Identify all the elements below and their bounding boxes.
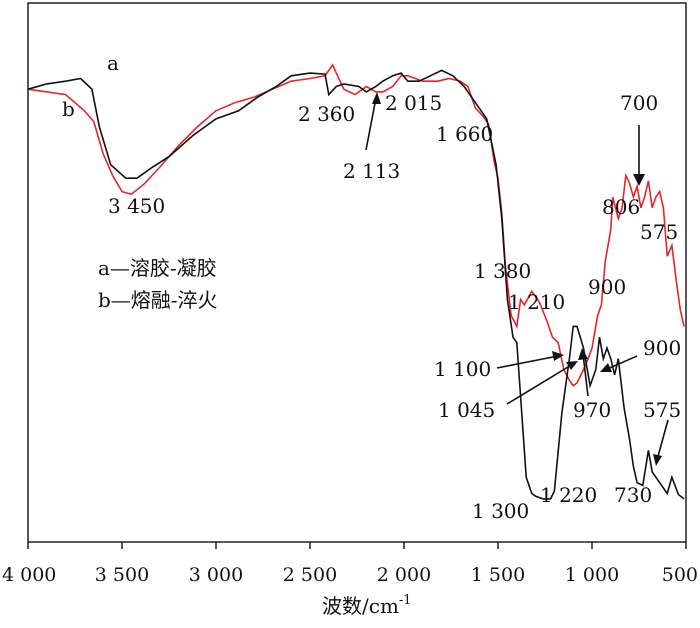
legend-entry-b: b—熔融-淬火 <box>98 288 218 312</box>
arrowhead-1100 <box>552 351 564 361</box>
annotation-1660: 1 660 <box>436 122 493 146</box>
annotation-1300: 1 300 <box>472 499 529 523</box>
annotation-900-b: 900 <box>588 275 626 299</box>
annotation-700: 700 <box>620 91 658 115</box>
x-tick-label: 3 500 <box>95 564 149 586</box>
annotation-1380: 1 380 <box>474 259 531 283</box>
arrowhead-575a <box>653 454 662 466</box>
annotation-2113: 2 113 <box>343 159 400 183</box>
annotation-1100: 1 100 <box>434 357 491 381</box>
annotation-3450: 3 450 <box>108 194 165 218</box>
x-tick-label: 3 000 <box>189 564 243 586</box>
arrow-1045 <box>506 363 574 405</box>
arrowhead-970 <box>578 348 588 360</box>
x-tick-label: 4 000 <box>2 564 56 586</box>
x-axis-ticks: 4 000 3 500 3 000 2 500 2 000 1 500 1 000 500 <box>2 542 698 586</box>
arrowhead-1045 <box>566 361 578 370</box>
arrowhead-900a <box>600 363 612 372</box>
annotations: 3 450 2 360 2 113 2 015 1 660 1 380 1 21… <box>108 91 681 523</box>
annotation-970: 970 <box>573 398 611 422</box>
series-b-tag: b <box>62 97 75 121</box>
annotation-1210: 1 210 <box>508 290 565 314</box>
annotation-575-b: 575 <box>640 220 678 244</box>
arrowhead-700 <box>633 174 645 186</box>
x-axis-title: 波数/cm-1 <box>322 593 412 618</box>
plot-frame <box>27 2 687 543</box>
x-tick-label: 500 <box>662 564 698 586</box>
x-tick-label: 2 000 <box>377 564 431 586</box>
series-a-tag: a <box>107 51 119 75</box>
annotation-1220: 1 220 <box>540 483 597 507</box>
annotation-575-a: 575 <box>643 398 681 422</box>
arrow-900a <box>604 355 638 371</box>
annotation-806: 806 <box>602 195 640 219</box>
arrowhead-2113 <box>372 92 381 104</box>
legend-entry-a: a—溶胶-凝胶 <box>98 256 217 280</box>
annotation-730: 730 <box>614 483 652 507</box>
series-a-line <box>27 69 685 500</box>
x-tick-label: 1 500 <box>471 564 525 586</box>
arrow-1100 <box>496 355 559 369</box>
arrows <box>365 92 669 466</box>
legend: a—溶胶-凝胶 b—熔融-淬火 <box>98 256 218 312</box>
annotation-1045: 1 045 <box>438 398 495 422</box>
annotation-900-a: 900 <box>643 336 681 360</box>
annotation-2360: 2 360 <box>298 102 355 126</box>
x-tick-label: 1 000 <box>565 564 619 586</box>
series-b-line <box>27 63 685 387</box>
x-tick-label: 2 500 <box>283 564 337 586</box>
arrow-575a <box>656 419 669 461</box>
arrow-970 <box>582 353 589 397</box>
x-axis-title-superscript: -1 <box>399 593 412 608</box>
arrow-2113 <box>365 97 377 151</box>
annotation-2015: 2 015 <box>385 91 442 115</box>
